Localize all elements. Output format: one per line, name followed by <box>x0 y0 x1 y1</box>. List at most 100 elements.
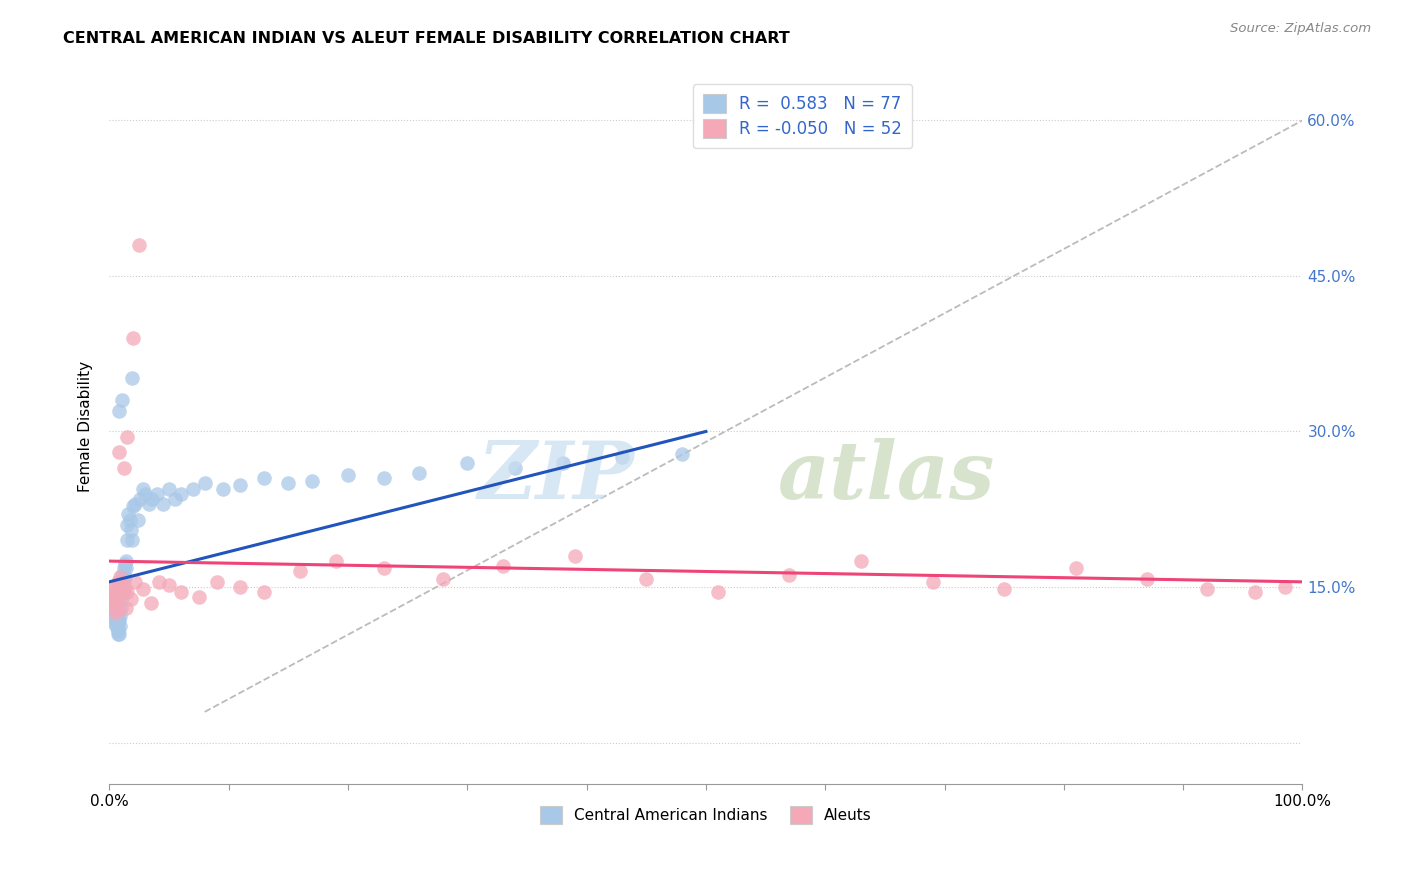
Point <box>110 582 132 596</box>
Point <box>111 591 134 605</box>
Point <box>636 572 658 586</box>
Text: CENTRAL AMERICAN INDIAN VS ALEUT FEMALE DISABILITY CORRELATION CHART: CENTRAL AMERICAN INDIAN VS ALEUT FEMALE … <box>63 31 790 46</box>
Point <box>112 572 135 586</box>
Point <box>115 517 138 532</box>
Point <box>131 482 153 496</box>
Point <box>103 599 125 613</box>
Point <box>115 533 138 548</box>
Point <box>107 585 129 599</box>
Point <box>111 578 134 592</box>
Point <box>211 482 233 496</box>
Point <box>373 561 395 575</box>
Point <box>671 447 693 461</box>
Point <box>103 585 125 599</box>
Point <box>103 592 125 607</box>
Point <box>100 591 122 605</box>
Point <box>108 585 131 599</box>
Point <box>120 523 142 537</box>
Point <box>107 403 129 417</box>
Point <box>110 574 132 589</box>
Point <box>105 619 128 633</box>
Point <box>849 554 872 568</box>
Point <box>408 466 430 480</box>
Point <box>108 609 131 624</box>
Point <box>778 567 800 582</box>
Point <box>128 237 150 252</box>
Point <box>107 626 129 640</box>
Point <box>551 456 574 470</box>
Point <box>105 606 128 620</box>
Point <box>105 613 128 627</box>
Point <box>139 596 162 610</box>
Y-axis label: Female Disability: Female Disability <box>79 360 93 491</box>
Point <box>122 499 145 513</box>
Point <box>107 599 129 613</box>
Text: ZIP: ZIP <box>478 438 634 516</box>
Point <box>104 592 127 607</box>
Point <box>112 460 135 475</box>
Point <box>107 588 129 602</box>
Point <box>114 569 136 583</box>
Point <box>111 567 134 582</box>
Point <box>111 393 134 408</box>
Point <box>108 619 131 633</box>
Point <box>122 331 145 345</box>
Point <box>456 456 478 470</box>
Point <box>104 606 127 620</box>
Point <box>181 482 204 496</box>
Point <box>111 574 134 589</box>
Point <box>105 606 128 620</box>
Point <box>993 582 1015 596</box>
Point <box>1064 561 1087 575</box>
Point <box>110 600 132 615</box>
Point <box>114 580 136 594</box>
Point <box>373 471 395 485</box>
Point <box>104 580 127 594</box>
Point <box>1274 580 1296 594</box>
Point <box>336 468 359 483</box>
Point <box>432 572 454 586</box>
Point <box>110 582 132 596</box>
Point <box>121 370 143 384</box>
Text: atlas: atlas <box>778 438 995 516</box>
Point <box>115 430 138 444</box>
Point <box>114 558 136 572</box>
Point <box>157 578 180 592</box>
Point <box>104 616 127 631</box>
Point <box>229 580 252 594</box>
Point <box>138 497 160 511</box>
Point <box>325 554 347 568</box>
Point <box>492 559 515 574</box>
Point <box>152 497 174 511</box>
Text: Source: ZipAtlas.com: Source: ZipAtlas.com <box>1230 22 1371 36</box>
Point <box>107 624 129 638</box>
Point <box>1243 585 1265 599</box>
Point <box>112 585 135 599</box>
Point <box>120 592 142 607</box>
Point <box>107 574 129 589</box>
Point <box>187 591 209 605</box>
Point <box>112 561 135 575</box>
Point <box>288 565 311 579</box>
Point <box>707 585 730 599</box>
Point <box>104 600 127 615</box>
Point <box>1136 572 1159 586</box>
Point <box>170 486 193 500</box>
Point <box>612 450 634 465</box>
Point <box>103 603 125 617</box>
Point <box>101 591 124 605</box>
Point <box>301 475 323 489</box>
Point <box>107 613 129 627</box>
Point <box>277 476 299 491</box>
Point <box>118 513 141 527</box>
Point <box>564 549 586 563</box>
Point <box>503 460 526 475</box>
Point <box>103 611 125 625</box>
Point <box>115 600 138 615</box>
Point <box>121 533 143 548</box>
Point <box>107 626 129 640</box>
Point <box>194 476 217 491</box>
Point <box>107 616 129 631</box>
Point <box>107 445 129 459</box>
Point <box>163 491 186 506</box>
